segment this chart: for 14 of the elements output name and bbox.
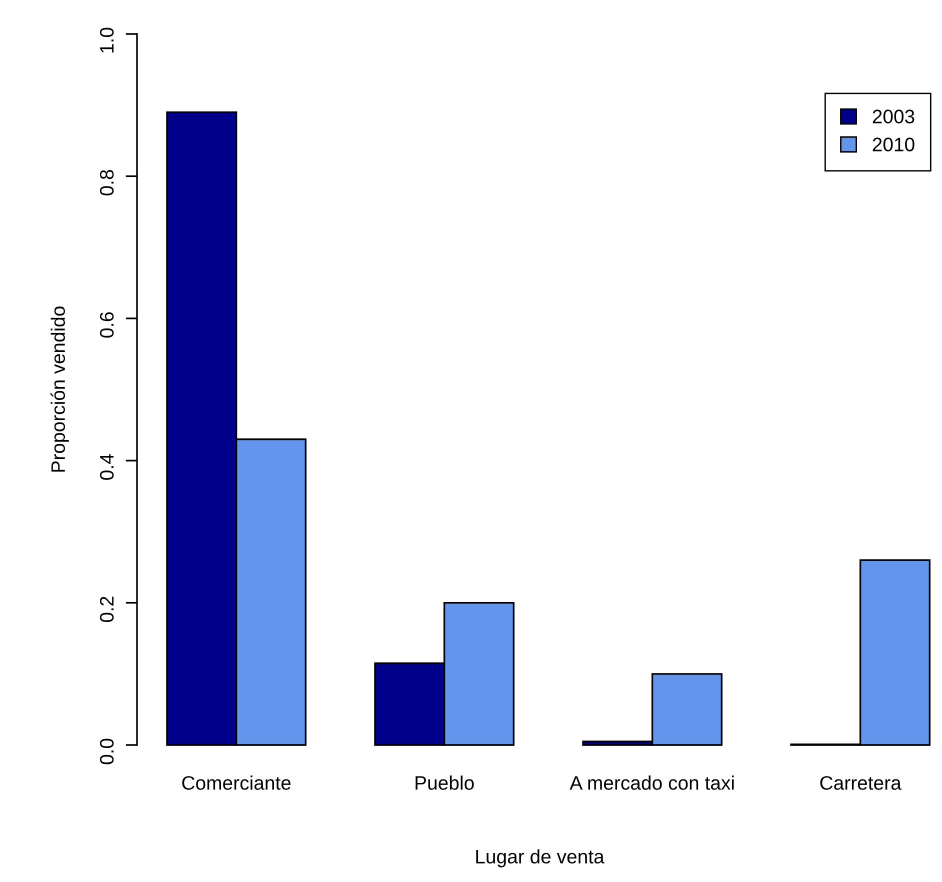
- legend-label: 2003: [872, 110, 914, 124]
- y-tick-label: 0.4: [100, 454, 114, 480]
- x-axis-title: Lugar de venta: [476, 849, 604, 868]
- y-tick-label: 0.8: [100, 170, 114, 196]
- y-tick-label: 0.6: [100, 312, 114, 338]
- x-tick-label: A mercado con taxi: [570, 776, 734, 790]
- y-tick-label: 0.2: [100, 596, 114, 622]
- y-tick-label: 0.0: [100, 738, 114, 764]
- y-axis-title: Proporción vendido: [50, 306, 69, 472]
- y-tick-label: 1.0: [100, 28, 114, 52]
- legend-label: 2010: [872, 138, 914, 152]
- x-tick-label: Carretera: [820, 776, 902, 790]
- x-tick-label: Pueblo: [416, 776, 474, 790]
- x-tick-label: Comerciante: [182, 776, 291, 790]
